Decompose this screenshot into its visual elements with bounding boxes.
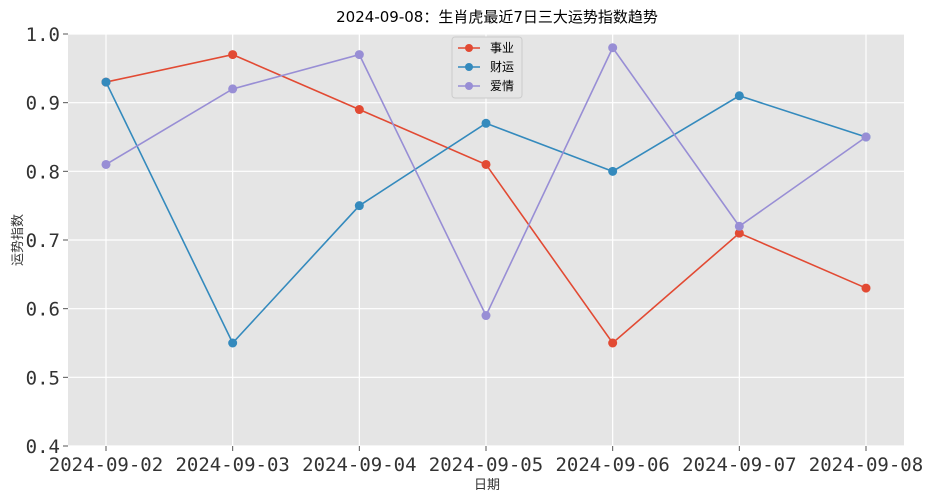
- data-point: [608, 43, 618, 53]
- legend-label: 财运: [490, 60, 514, 74]
- data-point: [608, 338, 618, 348]
- x-tick-label: 2024-09-08: [809, 454, 923, 476]
- grid-lines: [68, 33, 904, 447]
- legend-marker: [465, 82, 473, 90]
- x-tick-label: 2024-09-07: [682, 454, 796, 476]
- x-tick-label: 2024-09-02: [49, 454, 163, 476]
- data-point: [354, 105, 364, 115]
- legend-label: 爱情: [490, 79, 514, 93]
- x-axis: 2024-09-02 2024-09-03 2024-09-04 2024-09-05…: [49, 446, 923, 476]
- data-point: [101, 77, 111, 87]
- x-tick-label: 2024-09-06: [555, 454, 669, 476]
- data-point: [734, 91, 744, 101]
- y-tick-label: 0.7: [26, 230, 60, 252]
- data-point: [354, 50, 364, 60]
- y-tick-label: 0.5: [26, 367, 60, 389]
- x-tick-label: 2024-09-05: [429, 454, 543, 476]
- data-point: [101, 159, 111, 169]
- y-tick-label: 0.9: [26, 93, 60, 115]
- legend-marker: [465, 63, 473, 71]
- y-tick-label: 0.6: [26, 299, 60, 321]
- legend-marker: [465, 44, 473, 52]
- data-point: [861, 283, 871, 293]
- data-point: [354, 201, 364, 211]
- data-point: [481, 311, 491, 321]
- x-tick-label: 2024-09-03: [175, 454, 289, 476]
- y-axis: 0.4 0.5 0.6 0.7 0.8 0.9 1.0: [26, 24, 68, 458]
- series-lines: [101, 43, 871, 348]
- y-tick-label: 0.8: [26, 161, 60, 183]
- data-point: [734, 228, 744, 238]
- chart-title: 2024-09-08：生肖虎最近7日三大运势指数趋势: [336, 8, 658, 26]
- data-point: [608, 166, 618, 176]
- y-axis-label: 运势指数: [10, 214, 26, 266]
- y-tick-label: 0.4: [26, 436, 60, 458]
- x-tick-label: 2024-09-04: [302, 454, 416, 476]
- x-axis-label: 日期: [474, 478, 500, 493]
- data-point: [481, 159, 491, 169]
- data-point: [481, 118, 491, 128]
- y-tick-label: 1.0: [26, 24, 60, 46]
- data-point: [228, 50, 238, 60]
- data-point: [228, 338, 238, 348]
- data-point: [228, 84, 238, 94]
- legend-label: 事业: [490, 41, 514, 55]
- data-point: [861, 132, 871, 142]
- data-point: [734, 221, 744, 231]
